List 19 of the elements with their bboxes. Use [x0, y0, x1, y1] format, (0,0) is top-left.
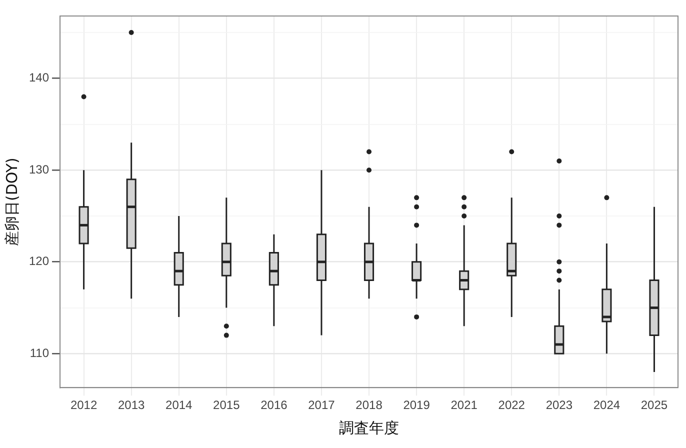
- x-tick-label: 2023: [546, 398, 573, 412]
- y-tick-label: 130: [28, 162, 50, 176]
- x-tick-label: 2019: [403, 398, 430, 412]
- y-tick-label: 120: [28, 254, 50, 268]
- x-tick-label: 2022: [498, 398, 526, 412]
- x-axis-title: 調査年度: [339, 418, 400, 437]
- y-tick-label: 140: [28, 70, 50, 85]
- x-tick-label: 2013: [118, 398, 145, 412]
- x-tick-label: 2025: [640, 398, 668, 412]
- x-tick-label: 2016: [260, 398, 288, 412]
- x-tick-label: 2012: [70, 398, 98, 412]
- x-tick-label: 2021: [450, 398, 478, 412]
- x-tick-label: 2017: [308, 398, 336, 412]
- x-tick-label: 2014: [166, 398, 193, 412]
- x-tick-label: 2018: [356, 398, 383, 412]
- x-tick-label: 2024: [593, 398, 620, 412]
- x-tick-label: 2015: [213, 398, 240, 412]
- y-tick-label: 110: [30, 346, 50, 360]
- y-axis-title: 産卵日(DOY): [2, 158, 21, 246]
